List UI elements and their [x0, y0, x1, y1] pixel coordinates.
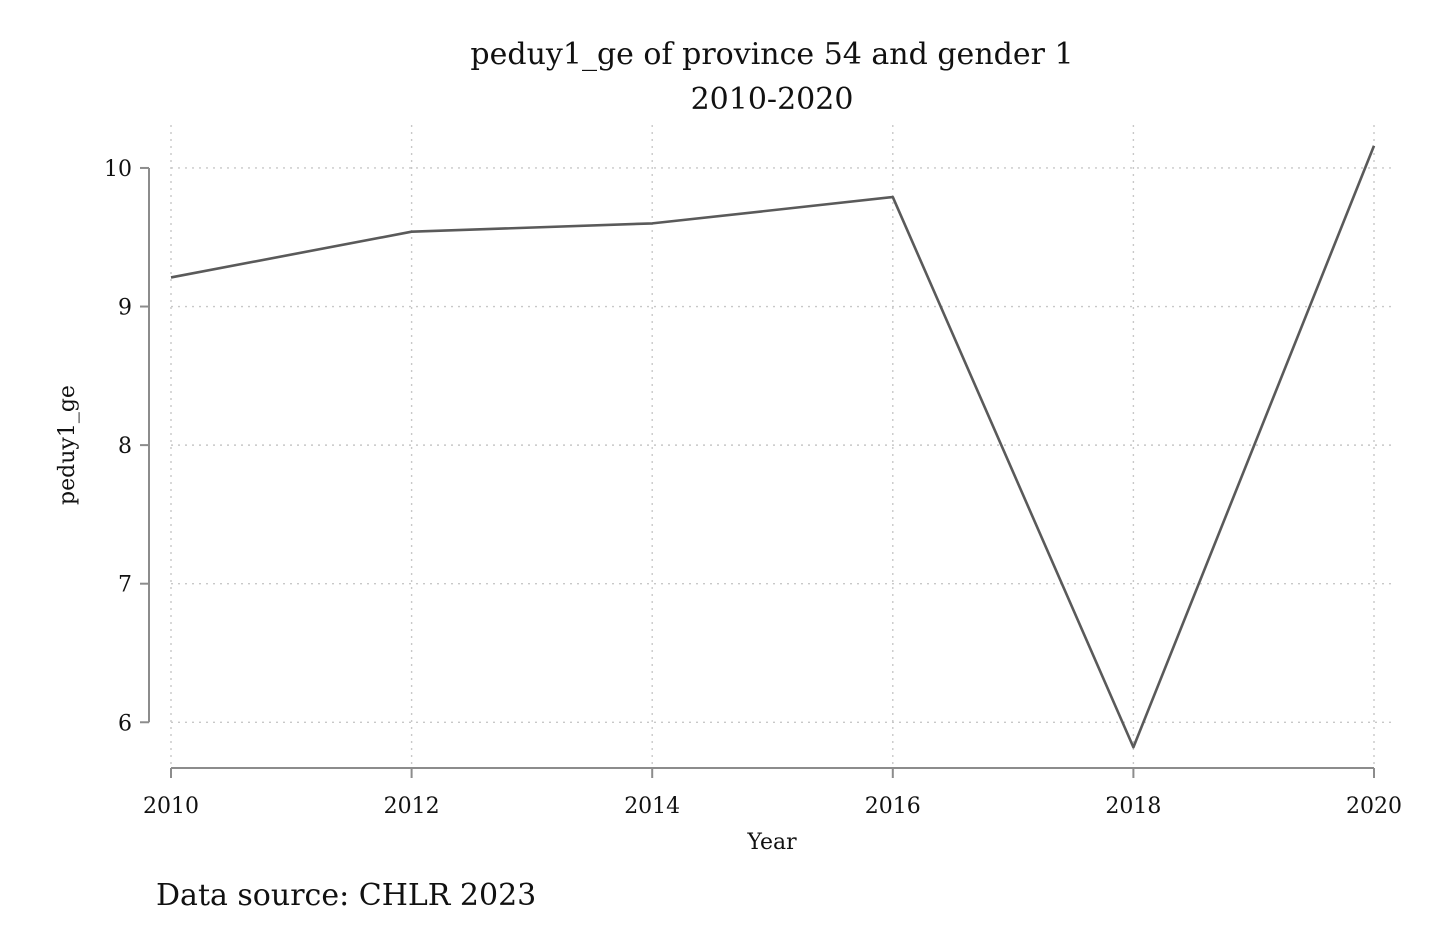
x-tick-label: 2016 — [865, 794, 921, 819]
x-tick-label: 2010 — [143, 794, 199, 819]
y-tick-label: 9 — [118, 296, 132, 321]
chart-title: peduy1_ge of province 54 and gender 1 — [470, 37, 1073, 72]
chart-subtitle: 2010-2020 — [691, 82, 854, 117]
x-tick-label: 2018 — [1105, 794, 1161, 819]
data-source-note: Data source: CHLR 2023 — [156, 878, 536, 913]
y-tick-label: 6 — [118, 711, 132, 736]
axes — [140, 166, 1375, 778]
x-tick-label: 2014 — [624, 794, 680, 819]
y-tick-label: 7 — [118, 573, 132, 598]
x-tick-label: 2012 — [384, 794, 440, 819]
y-axis-title: peduy1_ge — [55, 385, 80, 505]
y-tick-label: 10 — [104, 157, 132, 182]
gridlines — [170, 125, 1396, 768]
tick-labels: 6 7 8 9 10 2010 2012 2014 2016 2018 2020 — [104, 157, 1402, 819]
x-axis-title: Year — [746, 830, 797, 855]
series-layer — [170, 145, 1376, 749]
series-line — [170, 145, 1376, 749]
x-tick-label: 2020 — [1346, 794, 1402, 819]
y-tick-label: 8 — [118, 434, 132, 459]
